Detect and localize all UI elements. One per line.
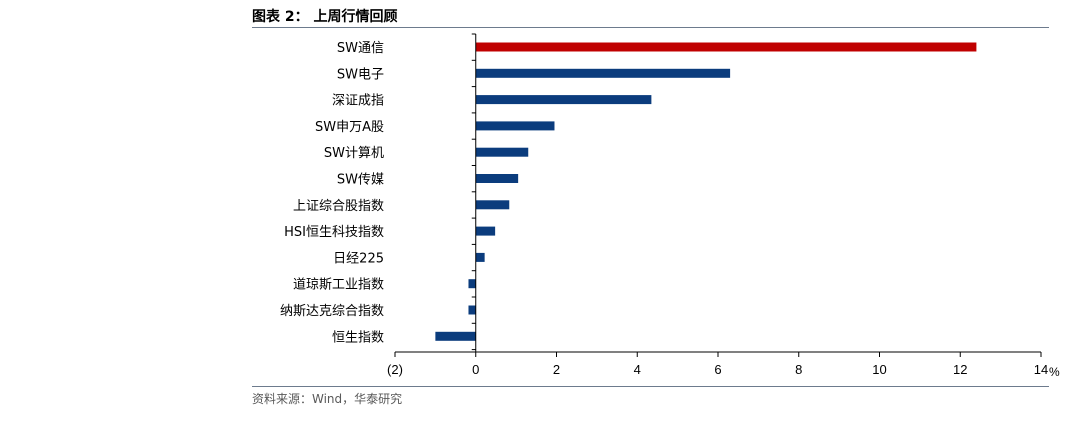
x-unit-label: % [1049,365,1060,379]
x-tick-label-2: 2 [553,362,560,377]
category-label-2: 深证成指 [332,94,384,109]
category-label-5: SW传媒 [337,173,384,188]
category-label-0: SW通信 [337,41,384,56]
category-label-7: HSI恒生科技指数 [284,225,384,240]
bottom-rule [252,386,1049,387]
bar-1 [475,68,731,78]
bar-8 [475,252,485,262]
category-label-1: SW电子 [337,67,384,82]
bar-2 [475,95,652,105]
bar-5 [475,174,519,183]
x-tick-label-8: 14 [1034,362,1048,377]
category-label-8: 日经225 [333,251,384,266]
x-tick-label-1: 0 [472,362,479,377]
x-tick-label-4: 6 [714,362,721,377]
category-label-4: SW计算机 [324,146,384,161]
bar-10 [468,305,476,315]
category-label-11: 恒生指数 [332,330,384,345]
x-tick-label-7: 12 [953,362,967,377]
bar-4 [475,147,529,157]
category-label-3: SW申万A股 [315,120,384,135]
bar-9 [468,279,476,289]
category-label-10: 纳斯达克综合指数 [280,304,384,319]
x-tick-label-0: (2) [387,362,403,377]
x-tick-label-6: 10 [872,362,886,377]
bar-11 [435,331,476,341]
bar-6 [475,200,510,210]
x-tick-label-3: 4 [634,362,641,377]
source-note: 资料来源：Wind，华泰研究 [252,392,403,406]
category-label-9: 道琼斯工业指数 [293,278,384,293]
bar-7 [475,226,496,236]
figure-title: 图表 2： 上周行情回顾 [252,9,398,25]
x-tick-label-5: 8 [795,362,802,377]
bar-0 [475,42,977,52]
category-label-6: 上证综合股指数 [293,199,384,214]
top-rule [252,27,1049,28]
bar-3 [475,121,555,131]
